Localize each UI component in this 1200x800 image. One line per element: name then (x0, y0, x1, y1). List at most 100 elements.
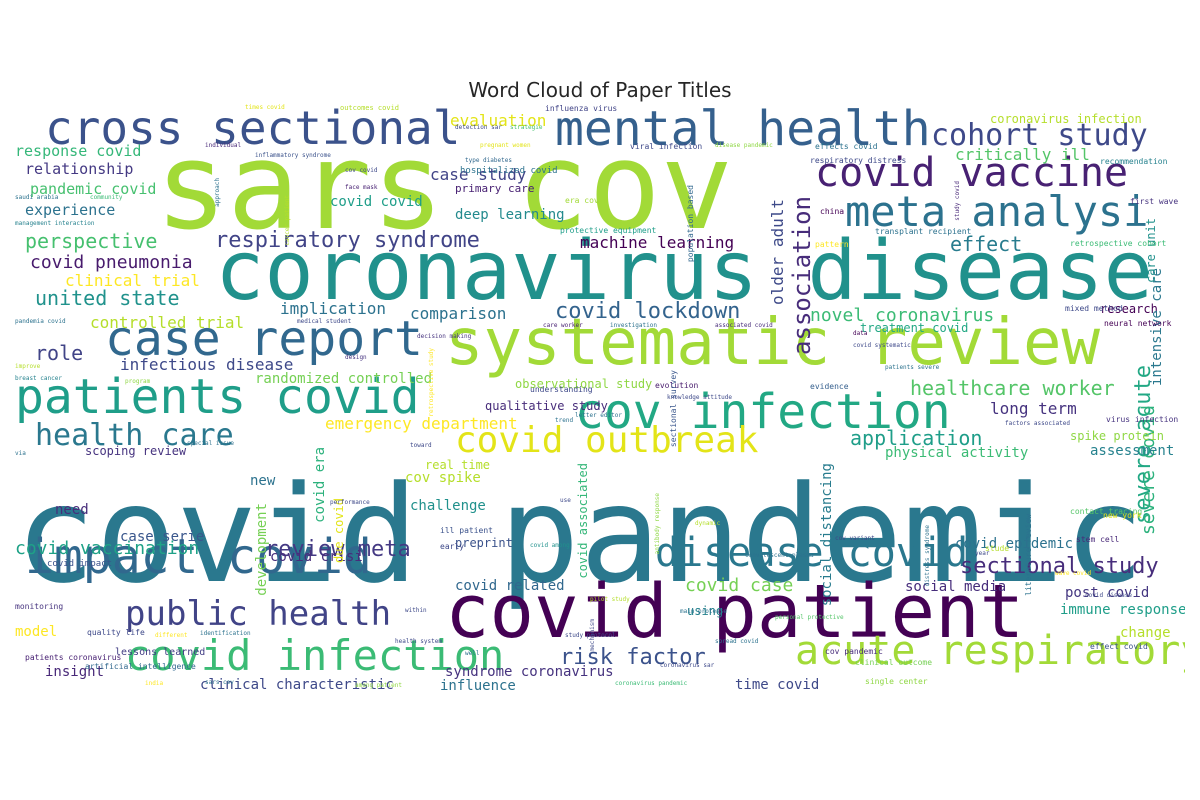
cloud-word: well (465, 650, 480, 657)
cloud-word: role (35, 341, 84, 365)
cloud-word: evolution (655, 381, 699, 390)
cloud-word: dynamic (695, 520, 721, 527)
cloud-word: india (145, 680, 164, 687)
cloud-word: among patient (355, 682, 402, 689)
cloud-word: face mask (345, 184, 378, 191)
cloud-word: relationship (25, 160, 134, 178)
cloud-word: cov spike (405, 470, 481, 486)
cloud-word: outcomes covid (340, 104, 400, 112)
cloud-word: case serie (120, 529, 205, 545)
cloud-word: recommendation (1100, 157, 1168, 166)
cloud-word: type diabetes (465, 157, 512, 164)
chart-title: Word Cloud of Paper Titles (468, 78, 732, 102)
cloud-word: risk factor (560, 645, 706, 670)
cloud-word: covid vaccine (815, 150, 1129, 196)
cloud-word: syndrome coronavirus (445, 664, 614, 680)
cloud-word: associated covid (715, 322, 773, 329)
cloud-word: monitoring (15, 602, 64, 611)
cloud-word: sars cov (205, 679, 234, 686)
cloud-word: deep learning (455, 207, 565, 223)
cloud-word: mixed method (1065, 304, 1123, 313)
cloud-word: pandemia covid (15, 318, 66, 325)
cloud-word: virus infection (1106, 415, 1179, 424)
cloud-word: evidence (810, 382, 849, 391)
cloud-word: investigation (610, 322, 657, 329)
cloud-word: health system (395, 638, 442, 645)
cloud-word: personal protective (775, 614, 844, 621)
cloud-word: new (250, 473, 276, 489)
cloud-word: post covid (1065, 585, 1150, 601)
cloud-word: acute respiratory (795, 628, 1185, 674)
cloud-word: covid era (312, 447, 328, 523)
cloud-word: covid systematic (853, 342, 911, 349)
cloud-word: randomized controlled (255, 371, 433, 387)
cloud-word: sectional survey (669, 370, 678, 448)
cloud-word: toward (410, 442, 432, 449)
cloud-word: coronavirus disease (215, 224, 1153, 319)
cloud-word: systematic review (445, 306, 1101, 380)
cloud-word: ill patient (440, 526, 493, 535)
cloud-word: retrospective cohort (1070, 239, 1167, 248)
cloud-word: stude (985, 544, 1010, 553)
cloud-word: change (1120, 625, 1171, 641)
cloud-word: community (90, 194, 123, 201)
cloud-word: covid pneumonia (30, 252, 193, 273)
cloud-word: scoping review (85, 444, 187, 458)
cloud-word: patients covid (15, 369, 420, 425)
cloud-word: insight (45, 664, 105, 680)
cloud-word: viral infection (630, 142, 703, 151)
cloud-word: artificial intelligence (85, 662, 196, 671)
cloud-word: quality life (87, 628, 145, 637)
cloud-word: meta analysi (845, 187, 1149, 236)
cloud-word: pandemic covid (30, 180, 157, 198)
cloud-word: covid patient (445, 569, 1025, 655)
cloud-word: research (1100, 302, 1158, 316)
cloud-word: era covid (565, 196, 609, 205)
cloud-word: emergency department (325, 414, 518, 433)
cloud-word: controlled trial (90, 313, 245, 332)
cloud-word: population based (686, 185, 695, 263)
cloud-word: severe covid (1138, 405, 1159, 536)
cloud-word: mental health (555, 103, 931, 157)
cloud-word: critically ill (955, 145, 1090, 164)
cloud-word: covid infection (125, 631, 505, 680)
word-cloud: covid pandemic sars cov coronavirus diseas… (15, 103, 1185, 698)
cloud-word: covid related (455, 578, 565, 594)
cloud-word: improve (15, 363, 41, 370)
cloud-word: effects covid (815, 142, 878, 151)
cloud-word: challenge (410, 498, 486, 514)
cloud-word: early (440, 542, 465, 551)
cloud-word: coronavirus sar (660, 662, 715, 669)
cloud-word: immune response (1060, 602, 1185, 618)
cloud-word: experience (25, 201, 116, 219)
cloud-word: covid case (685, 575, 794, 596)
cloud-word: via (15, 450, 26, 457)
cloud-word: spread covid (715, 638, 759, 645)
cloud-word: long term (990, 399, 1077, 418)
cloud-word: treatment covid (860, 321, 969, 335)
cloud-word: due covid (332, 498, 346, 564)
cloud-word: influence (440, 678, 516, 694)
cloud-word: retrospective study (428, 348, 435, 417)
cloud-word: inflammatory syndrome (255, 152, 331, 159)
cloud-word: pattern (815, 240, 849, 249)
cloud-word: spike protein (1070, 429, 1164, 443)
cloud-word: design (345, 354, 367, 361)
cloud-word: covid outbreak (455, 420, 759, 461)
cloud-word: public health (125, 594, 392, 634)
cloud-word: study protocol (565, 632, 616, 639)
cloud-word: identification (200, 630, 251, 637)
cloud-word: use (560, 497, 571, 504)
cloud-word: distress syndrome (924, 525, 931, 587)
cloud-word: respiratory distress (810, 156, 907, 165)
cloud-word: effect covid (1090, 642, 1148, 651)
cloud-word: comparison (410, 304, 507, 323)
cloud-word: letter editor (575, 412, 622, 419)
cloud-word: health care (35, 418, 234, 453)
cloud-word: cohort study (931, 118, 1148, 153)
cloud-word: covid impact (47, 559, 113, 569)
cloud-word: antibody response (654, 493, 661, 555)
cloud-word: covid epidemic (955, 536, 1074, 552)
cloud-word: primary care (455, 182, 535, 195)
cloud-word: transplant recipient (875, 227, 972, 236)
